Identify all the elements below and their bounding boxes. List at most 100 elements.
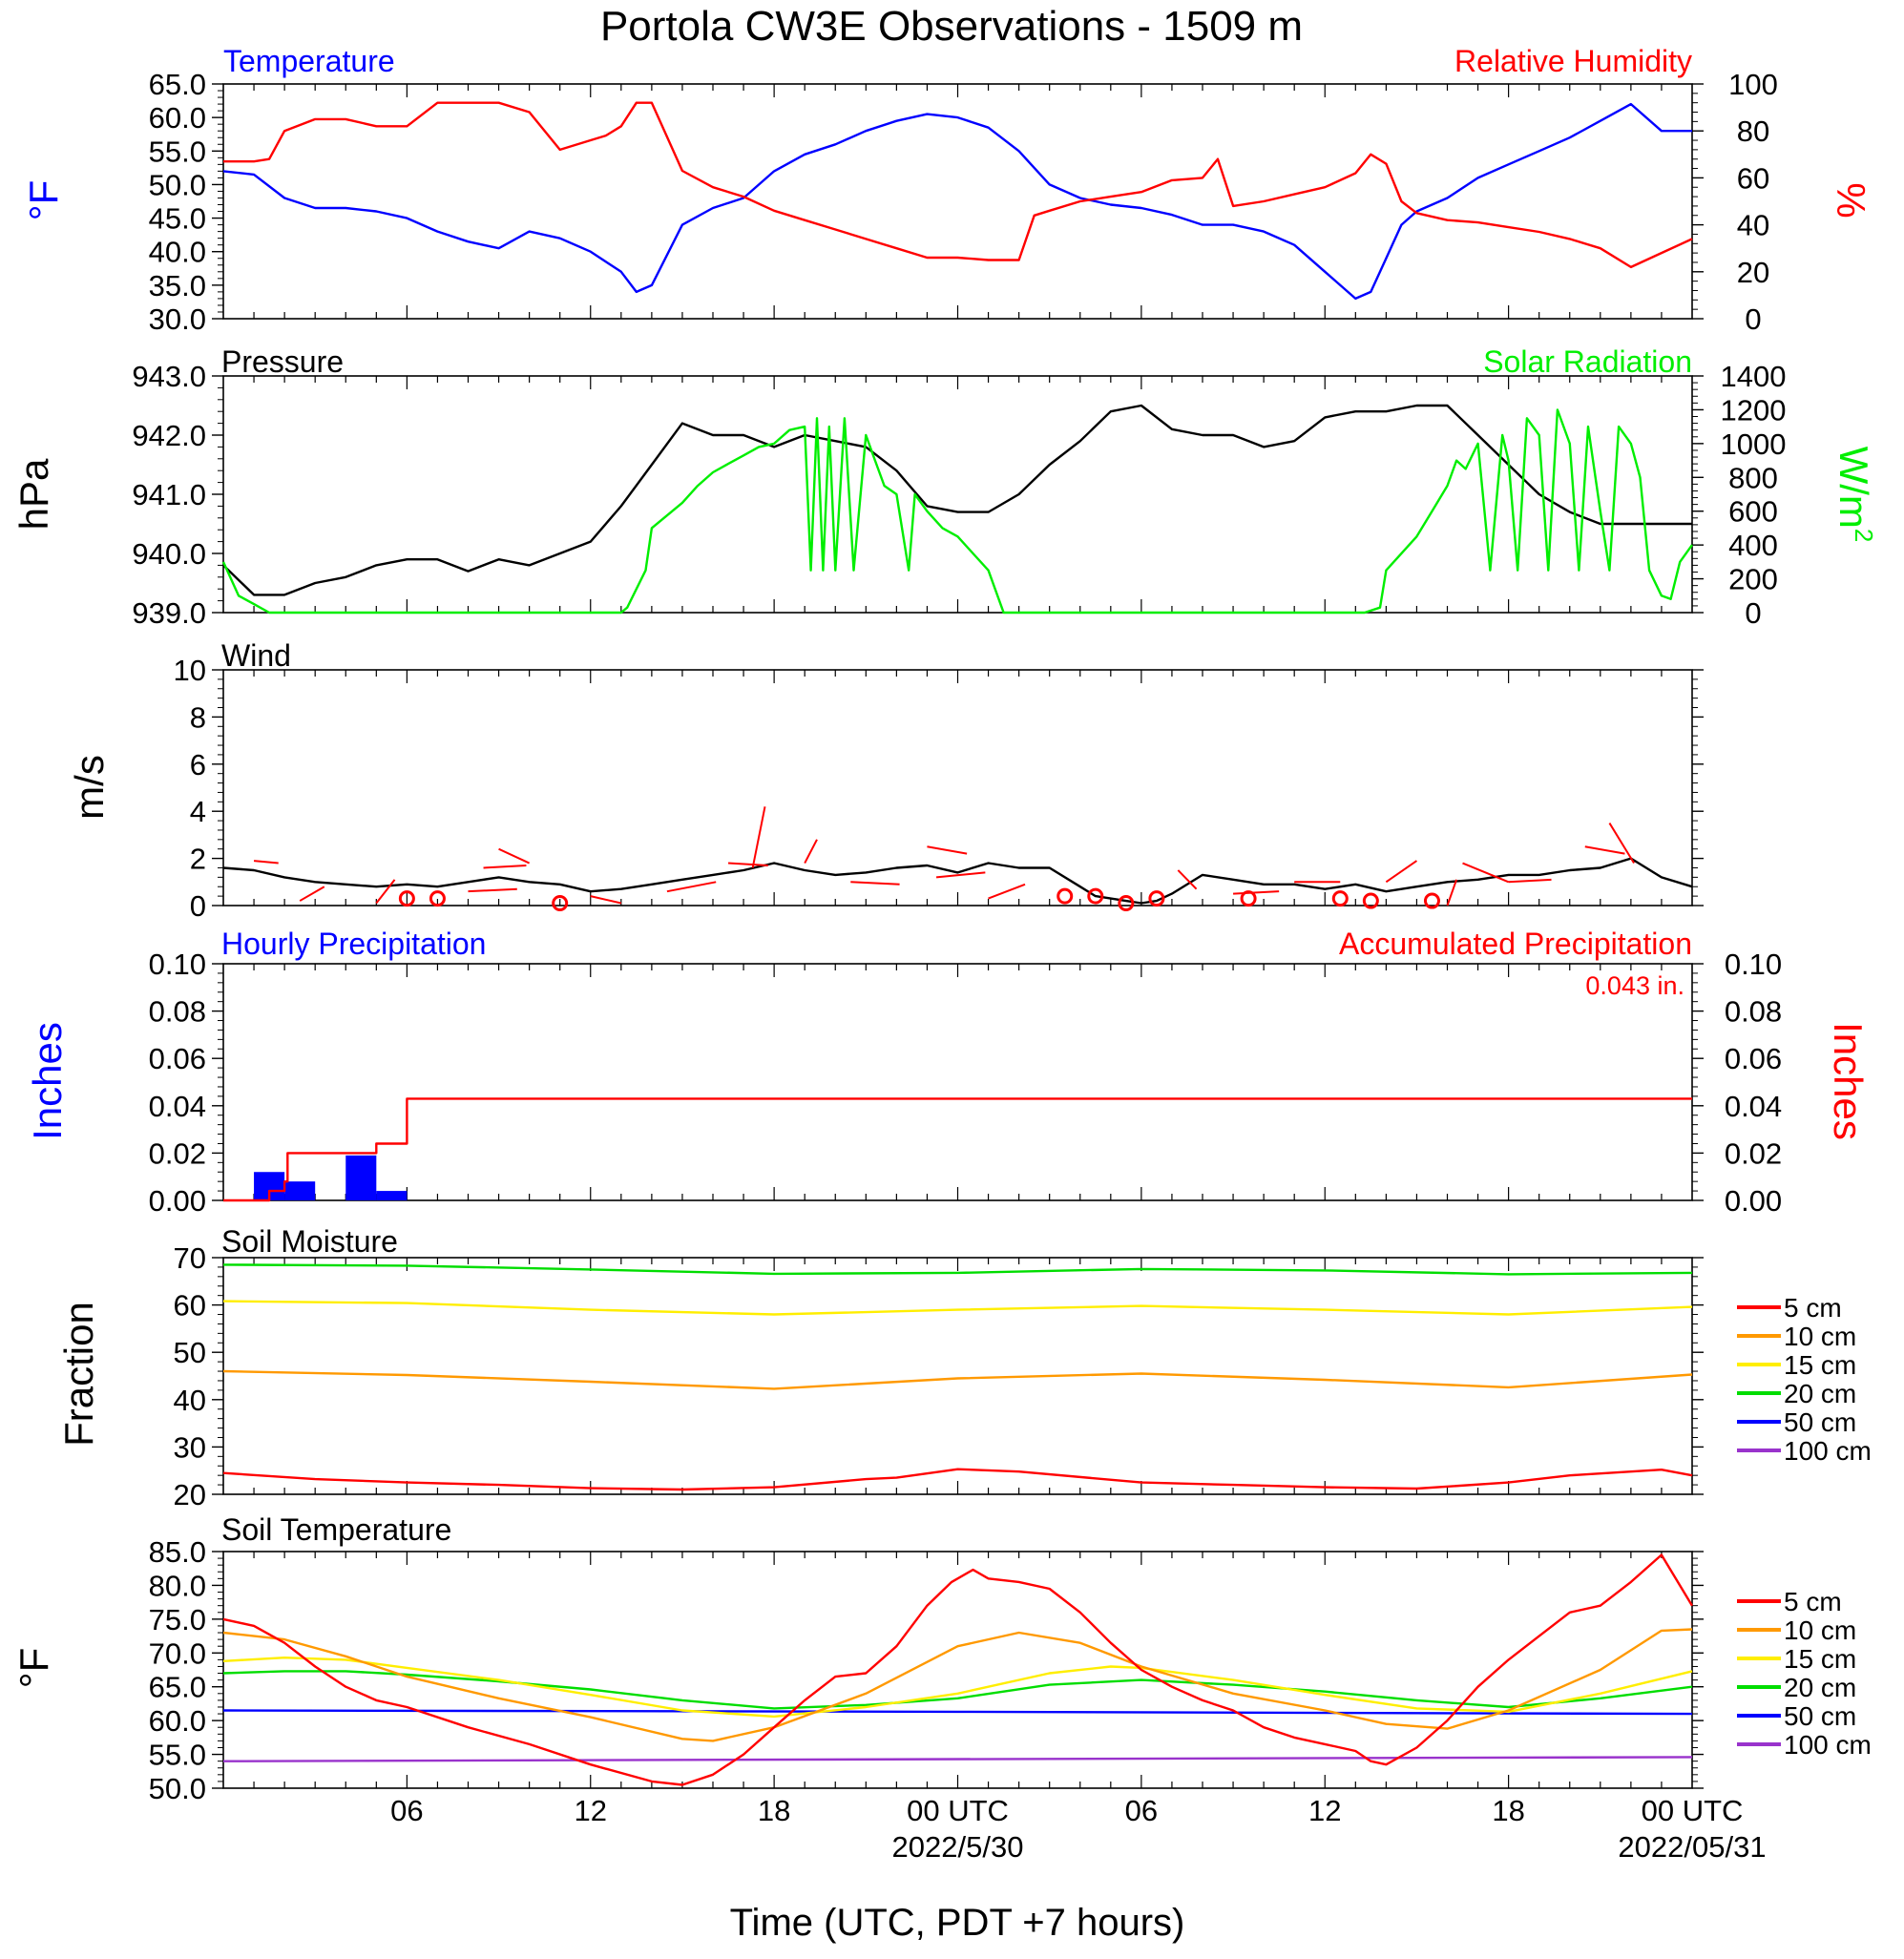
wind-ylabel: m/s <box>67 755 112 820</box>
panel-temperature-humidity: 30.035.040.045.050.055.060.065.0 0 20 40 60 8… <box>21 44 1873 336</box>
y-right-tick-label: 0.10 <box>1725 948 1782 981</box>
x-date-label: 2022/5/30 <box>892 1830 1024 1864</box>
legend-label: 50 cm <box>1784 1407 1856 1437</box>
solar-ylabel-sup: 2 <box>1850 529 1878 542</box>
calm-wind-marker <box>1240 890 1257 907</box>
y-tick-label: 942.0 <box>132 419 206 452</box>
wind-barb <box>498 847 531 865</box>
temp-ylabel: °F <box>21 180 66 220</box>
wind-barb <box>375 879 396 905</box>
y-tick-label: 943.0 <box>132 360 206 393</box>
series-line-50-cm <box>222 1709 1693 1716</box>
series-line-pressure <box>222 404 1692 596</box>
y-right-tick-label: 800 <box>1728 461 1778 494</box>
x-tick-label: 06 <box>1125 1794 1158 1827</box>
wind-plot: 0 2 4 6 8 10 <box>174 654 1704 923</box>
calm-wind-marker <box>1362 892 1379 909</box>
calm-wind-marker <box>1148 890 1165 907</box>
calm-wind-marker <box>1331 890 1349 907</box>
pressure-solar-plot: 939.0 940.0 941.0 942.0 943.0 020040060080010… <box>132 360 1786 630</box>
y-tick-label: 45.0 <box>149 202 206 236</box>
series-line-5-cm <box>222 1468 1693 1491</box>
y-tick-label: 8 <box>190 700 206 734</box>
y-right-tick-label: 100 <box>1728 68 1778 101</box>
calm-wind-marker <box>429 890 446 907</box>
soil-moisture-ylabel: Fraction <box>56 1302 101 1447</box>
wind-barb <box>1508 878 1552 884</box>
wind-barb <box>1462 862 1510 884</box>
y-right-tick-label: 200 <box>1728 563 1778 596</box>
wind-barb <box>666 881 717 893</box>
y-tick-label: 0 <box>190 889 206 923</box>
legend-label: 100 cm <box>1784 1436 1872 1466</box>
y-tick-label: 0.04 <box>149 1090 206 1123</box>
soil-temp-ylabel: °F <box>11 1648 56 1688</box>
calm-wind-marker <box>1423 892 1440 909</box>
y-tick-label: 940.0 <box>132 537 206 571</box>
y-tick-label: 4 <box>190 795 206 828</box>
y-right-tick-label: 0.06 <box>1725 1042 1782 1075</box>
y-right-tick-label: 1400 <box>1721 360 1787 393</box>
calm-wind-marker <box>398 890 415 907</box>
wind-barb <box>1233 890 1280 895</box>
series-line-100-cm <box>222 1756 1693 1762</box>
y-tick-label: 2 <box>190 843 206 876</box>
rh-label: Relative Humidity <box>1454 44 1692 78</box>
y-tick-label: 60 <box>174 1289 206 1323</box>
y-tick-label: 0.10 <box>149 948 206 981</box>
y-tick-label: 0.08 <box>149 995 206 1029</box>
legend-label: 15 cm <box>1784 1644 1856 1674</box>
legend-label: 10 cm <box>1784 1615 1856 1645</box>
wind-barb <box>590 895 622 905</box>
calm-wind-marker <box>1087 887 1104 905</box>
y-right-tick-label: 600 <box>1728 495 1778 529</box>
wind-barb <box>751 806 766 868</box>
y-right-tick-label: 1200 <box>1721 393 1787 427</box>
y-tick-label: 939.0 <box>132 596 206 630</box>
wind-barb <box>1385 860 1418 884</box>
precip-ylabel-right: Inches <box>1826 1022 1871 1140</box>
y-tick-label: 0.06 <box>149 1042 206 1075</box>
solar-label: Solar Radiation <box>1483 344 1692 379</box>
y-tick-label: 35.0 <box>149 269 206 302</box>
wind-label: Wind <box>221 638 291 673</box>
precip-bar <box>376 1191 408 1200</box>
y-tick-label: 20 <box>174 1478 206 1511</box>
y-right-tick-label: 80 <box>1737 115 1769 148</box>
y-tick-label: 85.0 <box>149 1535 206 1569</box>
wind-barb <box>927 845 968 855</box>
y-right-tick-label: 0.08 <box>1725 995 1782 1029</box>
y-tick-label: 75.0 <box>149 1603 206 1636</box>
x-tick-label: 06 <box>390 1794 423 1827</box>
y-tick-label: 55.0 <box>149 1739 206 1772</box>
precip-bar <box>345 1155 377 1200</box>
y-tick-label: 30 <box>174 1430 206 1464</box>
y-right-tick-label: 20 <box>1737 256 1769 289</box>
y-tick-label: 50.0 <box>149 1772 206 1805</box>
precip-bar <box>284 1181 316 1200</box>
y-right-tick-label: 40 <box>1737 209 1769 242</box>
y-right-tick-label: 0.02 <box>1725 1136 1782 1170</box>
x-date-label: 2022/05/31 <box>1618 1830 1766 1864</box>
pressure-label: Pressure <box>221 344 344 379</box>
wind-barb <box>1446 879 1458 907</box>
series-line-10-cm <box>222 1628 1693 1742</box>
pressure-ylabel: hPa <box>11 458 56 530</box>
x-tick-label: 00 UTC <box>907 1794 1009 1827</box>
calm-wind-marker <box>552 895 569 912</box>
temperature-label: Temperature <box>223 44 395 78</box>
y-tick-label: 65.0 <box>149 68 206 101</box>
x-tick-label: 18 <box>1492 1794 1524 1827</box>
legend-label: 20 cm <box>1784 1673 1856 1702</box>
accum-precip-total: 0.043 in. <box>1585 971 1684 1000</box>
calm-wind-marker <box>1057 887 1074 905</box>
legend-label: 50 cm <box>1784 1701 1856 1731</box>
wind-barb <box>299 886 325 902</box>
y-tick-label: 70 <box>174 1241 206 1275</box>
y-tick-label: 50.0 <box>149 168 206 201</box>
series-line-15-cm <box>222 1300 1693 1316</box>
